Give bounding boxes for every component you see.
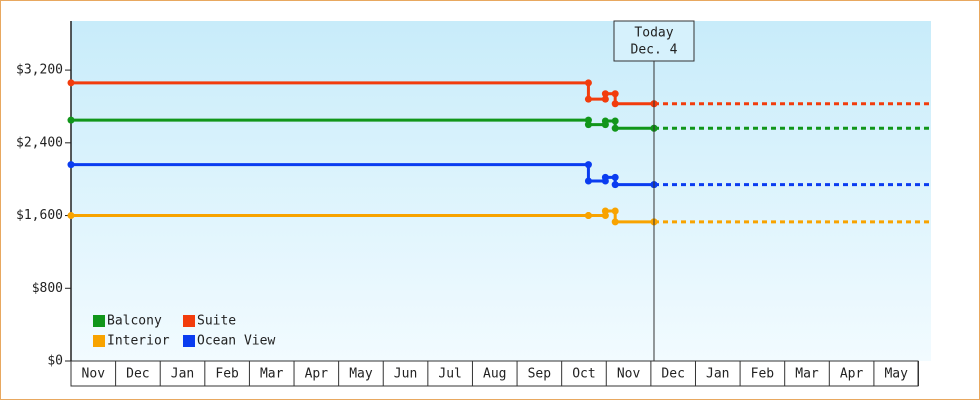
x-tick-label: Oct — [572, 367, 595, 382]
point-marker — [601, 117, 609, 125]
y-tick-label: $2,400 — [16, 135, 63, 150]
legend-label: Suite — [197, 314, 236, 329]
point-marker — [611, 124, 619, 132]
legend-swatch — [183, 315, 195, 327]
x-tick-label: Jun — [394, 367, 417, 382]
y-tick-label: $1,600 — [16, 208, 63, 223]
point-marker — [584, 177, 592, 185]
x-tick-label: Mar — [260, 367, 284, 382]
x-tick-label: Jul — [438, 367, 461, 382]
x-tick-label: Nov — [617, 367, 641, 382]
legend-label: Balcony — [107, 314, 162, 329]
legend-label: Ocean View — [197, 334, 275, 349]
step-marker — [611, 173, 619, 181]
series — [67, 161, 931, 189]
legend-swatch — [93, 315, 105, 327]
x-tick-label: Jan — [706, 367, 729, 382]
x-tick-label: Sep — [528, 367, 552, 382]
point-marker — [67, 212, 75, 220]
x-tick-label: Mar — [795, 367, 819, 382]
point-marker — [584, 121, 592, 129]
x-tick-label: Jan — [171, 367, 194, 382]
point-marker — [584, 95, 592, 103]
step-marker — [611, 90, 619, 98]
point-marker — [67, 116, 75, 124]
plot-area — [71, 21, 931, 361]
today-label: Today — [634, 26, 673, 41]
step-marker — [584, 161, 592, 169]
x-tick-label: Feb — [215, 367, 239, 382]
today-box — [613, 20, 695, 62]
step-marker — [611, 117, 619, 125]
x-tick-label: Nov — [82, 367, 106, 382]
point-marker — [611, 218, 619, 226]
step-marker — [601, 95, 609, 103]
point-marker — [584, 212, 592, 220]
point-marker — [601, 90, 609, 98]
x-axis-band — [70, 360, 919, 387]
step-marker — [584, 79, 592, 87]
x-tick-label: Feb — [751, 367, 775, 382]
step-marker — [611, 207, 619, 215]
point-marker — [611, 181, 619, 189]
legend-swatch — [183, 335, 195, 347]
point-marker — [67, 79, 75, 87]
point-marker — [67, 161, 75, 169]
x-tick-label: May — [349, 367, 373, 382]
y-tick-label: $0 — [47, 354, 63, 369]
x-tick-label: Aug — [483, 367, 506, 382]
legend-swatch — [93, 335, 105, 347]
point-marker — [611, 100, 619, 108]
today-label: Dec. 4 — [631, 43, 678, 58]
series — [67, 79, 931, 108]
x-tick-label: Apr — [840, 367, 864, 382]
point-marker — [601, 207, 609, 215]
x-tick-label: Dec — [661, 367, 684, 382]
y-tick-label: $800 — [32, 281, 63, 296]
x-tick-label: Dec — [126, 367, 149, 382]
y-tick-label: $3,200 — [16, 63, 63, 78]
x-tick-label: Apr — [305, 367, 329, 382]
x-tick-label: May — [884, 367, 908, 382]
point-marker — [601, 173, 609, 181]
legend-label: Interior — [107, 334, 170, 349]
